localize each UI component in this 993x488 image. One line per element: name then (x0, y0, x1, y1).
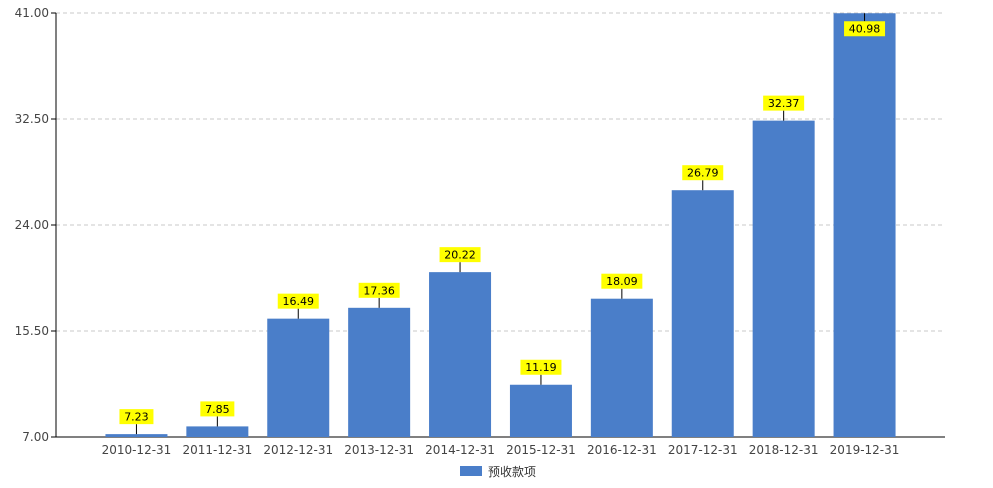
y-tick-label: 15.50 (15, 324, 49, 338)
data-label: 7.23 (124, 411, 149, 424)
x-tick-label: 2016-12-31 (587, 443, 657, 457)
x-tick-label: 2011-12-31 (182, 443, 252, 457)
data-label: 32.37 (768, 97, 800, 110)
y-tick-label: 24.00 (15, 218, 49, 232)
x-tick-label: 2014-12-31 (425, 443, 495, 457)
bar (509, 384, 572, 437)
bar (833, 13, 896, 437)
data-label-box (520, 359, 562, 375)
bar (105, 434, 168, 437)
data-label-box (358, 282, 400, 298)
data-label-box (763, 95, 805, 111)
data-label: 20.22 (444, 249, 476, 262)
data-label: 16.49 (283, 295, 315, 308)
y-tick-label: 41.00 (15, 6, 49, 20)
x-tick-label: 2015-12-31 (506, 443, 576, 457)
bar (429, 272, 492, 437)
bar (590, 298, 653, 437)
x-tick-label: 2018-12-31 (749, 443, 819, 457)
data-label: 40.98 (849, 23, 881, 36)
bar (671, 190, 734, 437)
y-tick-label: 32.50 (15, 112, 49, 126)
data-label-box (439, 247, 481, 263)
bar (752, 120, 815, 437)
bar (267, 318, 330, 437)
bar (348, 307, 411, 437)
legend-swatch (460, 466, 482, 476)
data-label-box (682, 165, 724, 181)
data-label: 11.19 (525, 361, 557, 374)
data-label-box (601, 273, 643, 289)
data-label: 26.79 (687, 167, 719, 180)
y-tick-label: 7.00 (22, 430, 49, 444)
data-label-box (200, 401, 235, 417)
data-label: 7.85 (205, 403, 230, 416)
data-label: 17.36 (363, 284, 395, 297)
x-tick-label: 2010-12-31 (102, 443, 172, 457)
legend[interactable]: 预收款项 (460, 463, 536, 479)
data-label-box (277, 293, 319, 309)
data-label: 18.09 (606, 275, 638, 288)
x-tick-label: 2019-12-31 (830, 443, 900, 457)
data-label-box (844, 21, 886, 37)
bar (186, 426, 249, 437)
x-tick-label: 2013-12-31 (344, 443, 414, 457)
data-label-box (119, 409, 154, 425)
x-tick-label: 2017-12-31 (668, 443, 738, 457)
legend-label: 预收款项 (488, 464, 537, 479)
x-tick-label: 2012-12-31 (263, 443, 333, 457)
